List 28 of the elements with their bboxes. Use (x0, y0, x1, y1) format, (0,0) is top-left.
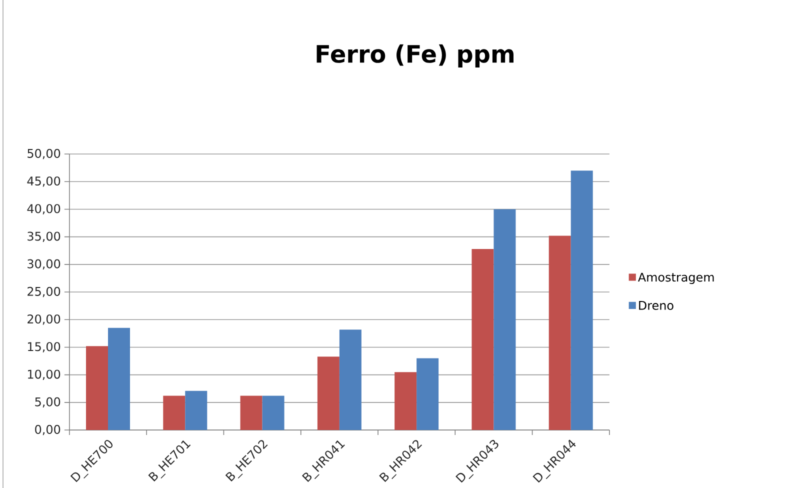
y-tick-label: 0,00 (35, 424, 60, 436)
bar (416, 358, 439, 430)
bar (108, 328, 130, 430)
bar (262, 396, 284, 430)
bar (339, 330, 362, 430)
bar (86, 346, 108, 430)
bar (394, 372, 417, 430)
y-tick-label: 45,00 (27, 176, 60, 187)
y-tick-label: 40,00 (27, 204, 60, 214)
y-tick-label: 30,00 (28, 259, 60, 270)
y-tick-label: 35,00 (28, 232, 60, 242)
y-tick-label: 50,00 (28, 148, 60, 160)
y-tick-label: 10,00 (28, 370, 60, 380)
y-tick-label: 15,00 (28, 342, 60, 352)
bar (548, 236, 571, 430)
y-tick-label: 20,00 (28, 314, 60, 325)
bar (317, 356, 340, 430)
bar (163, 396, 186, 430)
y-tick-label: 5,00 (35, 397, 60, 408)
bar (240, 396, 262, 430)
legend-label: Amostragem (638, 272, 714, 284)
bar (570, 170, 593, 430)
y-tick-label: 25,00 (28, 286, 60, 298)
bar (472, 248, 494, 430)
bar (494, 209, 516, 430)
bar (185, 390, 208, 430)
legend-label: Dreno (639, 301, 674, 310)
chart-title: Ferro (Fe) ppm (316, 44, 514, 68)
